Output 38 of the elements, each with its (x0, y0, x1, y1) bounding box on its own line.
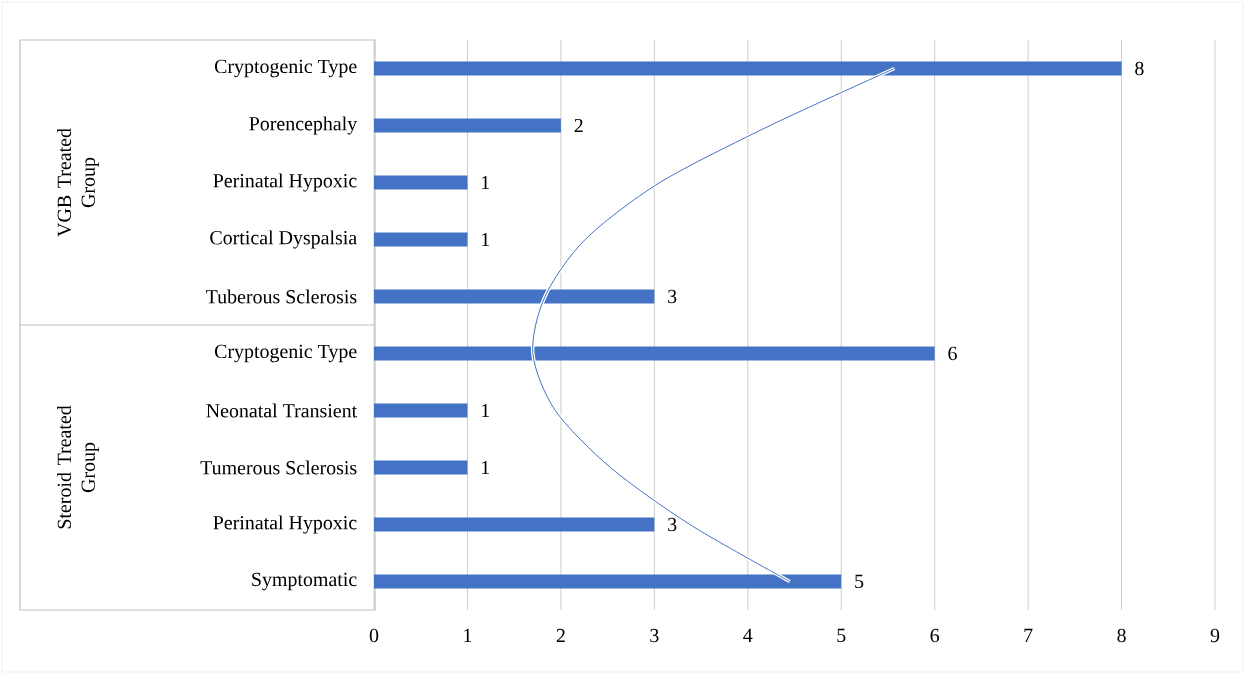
y-tick-label: Symptomatic (252, 572, 357, 591)
data-label: 8 (1135, 61, 1144, 76)
y-tick-label: Cortical Dyspalsia (210, 230, 357, 249)
data-label: 3 (668, 289, 677, 304)
bar (374, 403, 468, 418)
bar (374, 118, 561, 133)
text: VGB Treated Group (57, 128, 99, 237)
data-label: 6 (948, 346, 957, 361)
y-tick-label: Perinatal Hypoxic (213, 173, 357, 192)
data-label: 1 (482, 460, 490, 475)
y-tick-label: Neonatal Transient (206, 403, 358, 418)
y-tick-label: Porencephaly (249, 116, 358, 135)
y-tick-label: Perinatal Hypoxic (213, 515, 357, 534)
data-label: 1 (482, 175, 490, 190)
bar (374, 175, 468, 190)
y-tick-label: Cryptogenic Type (214, 59, 357, 78)
x-tick-label: 3 (650, 628, 659, 643)
data-label: 3 (668, 517, 677, 532)
y-tick-label: Cryptogenic Type (214, 344, 357, 363)
bar (374, 460, 468, 475)
bar (374, 517, 655, 532)
x-tick-label: 1 (464, 628, 472, 642)
x-tick-label: 6 (930, 628, 940, 643)
x-tick-label: 7 (1024, 628, 1033, 642)
x-tick-label: 2 (556, 628, 565, 643)
x-tick-label: 8 (1117, 628, 1126, 643)
bar (374, 232, 468, 247)
x-tick-label: 5 (837, 628, 846, 643)
text: Steroid Treated Group (57, 405, 99, 529)
data-label: 1 (482, 403, 490, 418)
data-label: 5 (855, 574, 864, 589)
x-tick-label: 0 (369, 628, 379, 643)
x-tick-label: 9 (1210, 628, 1220, 643)
data-label: 1 (482, 232, 490, 247)
y-tick-label: Tumerous Sclerosis (200, 460, 357, 475)
y-tick-label: Tuberous Sclerosis (206, 289, 357, 304)
data-label: 2 (574, 118, 583, 133)
x-tick-label: 4 (743, 628, 753, 642)
